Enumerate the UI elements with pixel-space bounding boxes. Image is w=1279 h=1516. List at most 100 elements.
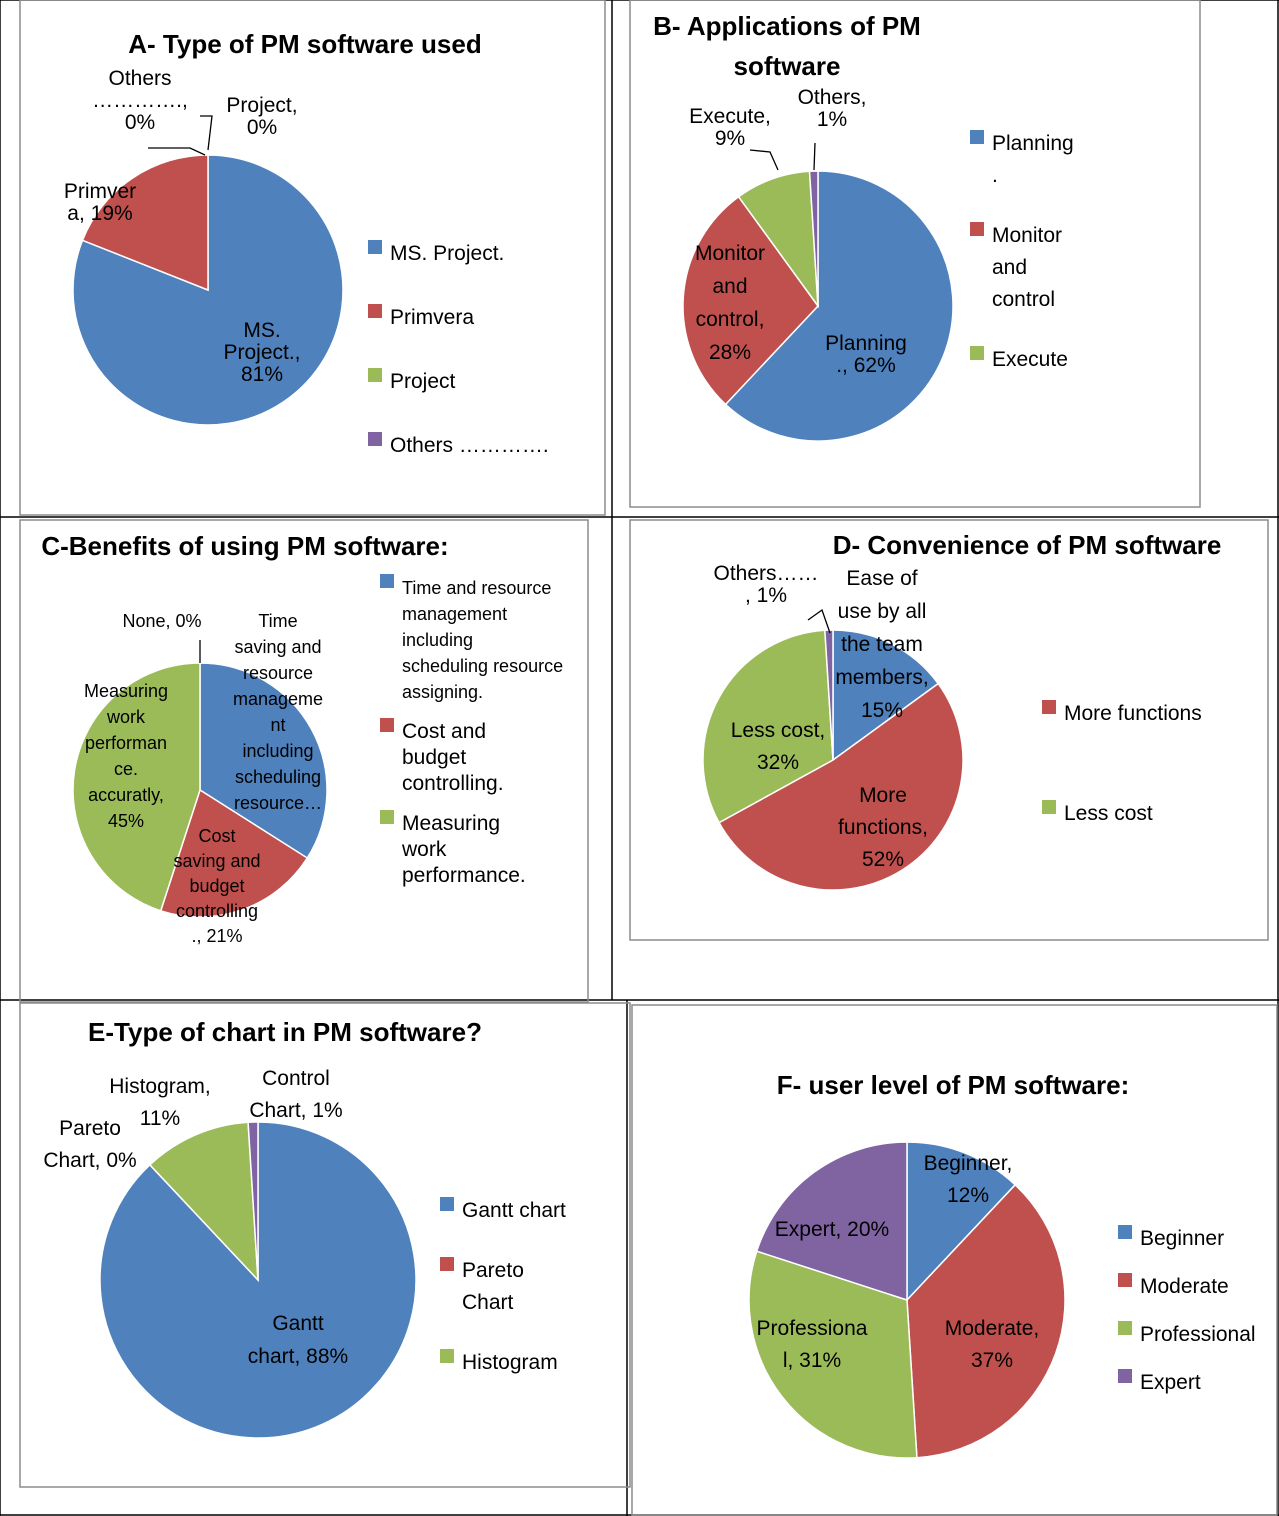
- pie-slice-less-cost: [702, 629, 834, 824]
- legend-entry: Cost and budget controlling.: [402, 720, 504, 795]
- legend-entry: Pareto Chart: [462, 1259, 524, 1314]
- data-label: MS. Project., 81%: [223, 319, 300, 386]
- data-label: Project, 0%: [226, 94, 297, 139]
- data-label: Others…………., 0%: [92, 67, 188, 134]
- data-label: Cost saving and budget controlling., 21%: [173, 826, 260, 946]
- legend-entry: Time and resource management including sche…: [402, 578, 563, 702]
- legend-swatch: [380, 574, 394, 588]
- legend-entry: Primvera: [390, 306, 474, 329]
- data-label: Monitor and control, 28%: [695, 242, 765, 364]
- legend-entry: Measuring work performance.: [401, 812, 526, 887]
- chart-title: F- user level of PM software:: [777, 1070, 1130, 1100]
- leader-line: [813, 142, 816, 171]
- pie-chart-e: E-Type of chart in PM software?: [88, 1017, 482, 1439]
- data-label: Primver a, 19%: [64, 180, 136, 225]
- chart-frame: [19, 519, 589, 1003]
- chart-title: B- Applications of PM: [653, 11, 921, 41]
- pie-slice-beginner: [906, 1141, 1017, 1302]
- data-label: Others, 1%: [798, 86, 867, 131]
- leader-line: [200, 115, 213, 151]
- data-label: Control Chart, 1%: [249, 1067, 342, 1122]
- data-label: Beginner, 12%: [924, 1152, 1013, 1207]
- legend-swatch: [440, 1197, 454, 1211]
- legend-swatch: [440, 1257, 454, 1271]
- data-label: Histogram, 11%: [109, 1075, 211, 1130]
- chart-frame: [629, 0, 1201, 508]
- legend-swatch: [368, 240, 382, 254]
- pie-chart-b: B- Applications of PM software: [653, 11, 984, 442]
- pie-slice-moderate: [906, 1183, 1066, 1459]
- legend-entry: Professional: [1140, 1323, 1256, 1346]
- data-label: Moderate, 37%: [945, 1317, 1040, 1372]
- pie-slice-others: [808, 170, 819, 307]
- pie-chart-a: A- Type of PM software used: [72, 29, 482, 446]
- legend-entry: Planning.: [992, 132, 1074, 187]
- pie-slice-expert: [755, 1141, 908, 1302]
- legend-entry: Gantt chart: [462, 1199, 566, 1222]
- data-label: Less cost, 32%: [731, 719, 826, 774]
- data-label: Time saving and resource manageme nt includin…: [233, 611, 323, 813]
- data-label: Expert, 20%: [775, 1218, 889, 1241]
- chart-frame: [19, 0, 606, 516]
- data-label: Planning., 62%: [825, 332, 907, 377]
- chart-frame: [19, 1002, 631, 1488]
- data-label: Others……, 1%: [713, 562, 818, 607]
- legend-swatch: [368, 432, 382, 446]
- legend-swatch: [440, 1349, 454, 1363]
- pie-slice-more-functions: [718, 682, 964, 891]
- legend-entry: Beginner: [1140, 1227, 1224, 1250]
- leader-line: [749, 149, 779, 171]
- legend-entry: Project: [390, 370, 456, 393]
- chart-title: A- Type of PM software used: [128, 29, 481, 59]
- chart-frame: [631, 1004, 1278, 1516]
- legend-swatch: [1118, 1225, 1132, 1239]
- legend-swatch: [380, 810, 394, 824]
- legend-entry: Execute: [992, 348, 1068, 371]
- legend-entry: Others ………….: [390, 434, 549, 457]
- legend-swatch: [368, 304, 382, 318]
- data-label: Gantt chart, 88%: [248, 1312, 348, 1368]
- data-label: Measuring work performan ce. accuratly, 45%: [84, 681, 168, 831]
- pie-slice-professional: [748, 1250, 918, 1459]
- data-label: Execute, 9%: [689, 105, 771, 150]
- pie-slice-monitor-and-control: [682, 195, 819, 406]
- legend-swatch: [970, 222, 984, 236]
- legend-swatch: [1118, 1369, 1132, 1383]
- legend-entry: More functions: [1064, 702, 1202, 725]
- data-label: Pareto Chart, 0%: [43, 1117, 136, 1172]
- pie-slice-histogram: [148, 1121, 259, 1283]
- data-label: Ease of use by all the team members, 15%: [835, 567, 928, 722]
- data-label: More functions, 52%: [838, 784, 928, 871]
- legend-entry: Less cost: [1064, 802, 1153, 825]
- pie-slice-primvera: [81, 154, 209, 292]
- leader-line: [807, 608, 831, 634]
- chart-title: C-Benefits of using PM software:: [41, 531, 448, 561]
- legend-swatch: [1118, 1321, 1132, 1335]
- legend-swatch: [380, 718, 394, 732]
- pie-chart-f: F- user level of PM software:: [748, 1070, 1132, 1459]
- legend-swatch: [368, 368, 382, 382]
- leader-line: [148, 147, 206, 156]
- legend-swatch: [970, 130, 984, 144]
- legend-swatch: [1118, 1273, 1132, 1287]
- legend-entry: Monitor and control: [992, 224, 1062, 311]
- pie-chart-c: C-Benefits of using PM software:: [41, 531, 449, 918]
- pie-slice-planning: [724, 170, 954, 442]
- chart-title: D- Convenience of PM software: [833, 530, 1222, 560]
- chart-frame: [629, 519, 1269, 941]
- pie-slice-ease-of-use-by-all-the-team-members: [832, 629, 940, 762]
- chart-title: software: [734, 51, 841, 81]
- legend-entry: MS. Project.: [390, 242, 504, 265]
- pie-slice-measuring-work-performance-accuratly: [72, 662, 201, 912]
- legend-swatch: [1042, 700, 1056, 714]
- data-label: None, 0%: [122, 611, 201, 631]
- legend-swatch: [970, 346, 984, 360]
- legend-entry: Moderate: [1140, 1275, 1229, 1298]
- legend-entry: Expert: [1140, 1371, 1201, 1394]
- pie-slice-cost-saving-and-budget-controlling: [159, 788, 309, 918]
- pie-chart-d: D- Convenience of PM software: [702, 530, 1222, 891]
- legend-entry: Histogram: [462, 1351, 558, 1374]
- pie-slice-control-chart: [247, 1121, 259, 1281]
- chart-title: E-Type of chart in PM software?: [88, 1017, 482, 1047]
